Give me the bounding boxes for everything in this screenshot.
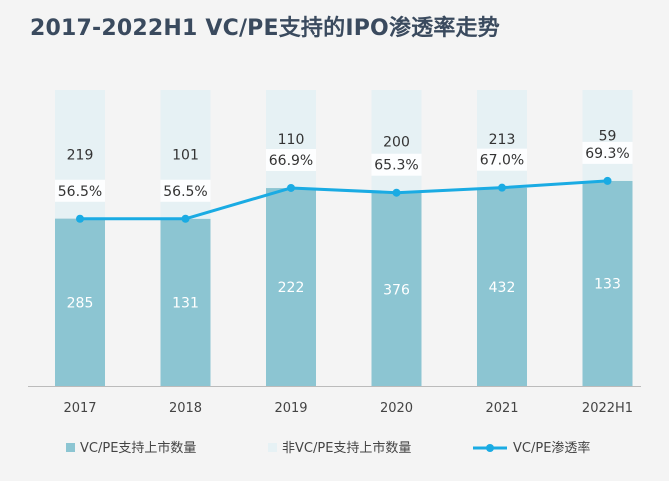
chart-title: 2017-2022H1 VC/PE支持的IPO渗透率走势 [30,16,500,41]
rate-data-label: 69.3% [585,146,629,162]
legend-swatch [268,443,277,452]
bar-vcpe [582,180,633,386]
bar-vcpe [477,187,527,386]
bar-non-vcpe [477,90,527,188]
rate-point [287,183,295,192]
data-label-non-vcpe: 213 [489,132,516,148]
rate-label-background [266,148,316,171]
bar-vcpe [266,188,316,386]
x-tick-label: 2017 [63,401,96,416]
bar-vcpe [160,218,211,386]
data-label-vcpe: 222 [278,280,305,296]
x-tick-label: 2021 [485,401,518,416]
x-tick-label: 2020 [380,401,413,416]
rate-point [181,214,190,223]
data-label-non-vcpe: 101 [172,147,199,163]
rate-point [603,176,612,185]
rate-label-background [371,153,422,176]
data-label-non-vcpe: 110 [278,132,305,148]
data-label-vcpe: 432 [489,280,516,296]
rate-data-label: 66.9% [269,153,313,169]
rate-point [76,214,84,223]
legend-label: VC/PE渗透率 [513,440,590,456]
rate-line [80,179,608,221]
rate-label-background [55,179,105,202]
rate-data-label: 67.0% [480,153,524,169]
legend-line-marker [486,444,494,452]
data-label-non-vcpe: 59 [599,128,617,144]
rate-point [392,188,401,197]
data-label-vcpe: 131 [172,295,199,311]
data-label-non-vcpe: 219 [67,147,94,163]
data-label-non-vcpe: 200 [383,134,410,150]
rate-point [498,183,506,192]
legend-swatch [66,443,75,452]
x-tick-label: 2019 [274,401,307,416]
rate-label-background [160,179,211,202]
legend-label: 非VC/PE支持上市数量 [282,440,411,456]
data-label-vcpe: 376 [383,282,410,298]
rate-data-label: 56.5% [163,184,207,200]
rate-label-background [477,148,527,171]
data-label-vcpe: 285 [67,295,94,311]
bar-non-vcpe [266,90,316,189]
bar-vcpe [55,218,105,386]
bar-vcpe [371,192,422,386]
x-tick-label: 2022H1 [582,401,633,416]
bar-non-vcpe [582,90,633,181]
rate-data-label: 56.5% [58,184,102,200]
x-tick-label: 2018 [169,401,202,416]
data-label-vcpe: 133 [594,276,621,292]
rate-data-label: 65.3% [374,158,418,174]
legend-label: VC/PE支持上市数量 [80,440,196,456]
rate-label-background [582,141,633,164]
